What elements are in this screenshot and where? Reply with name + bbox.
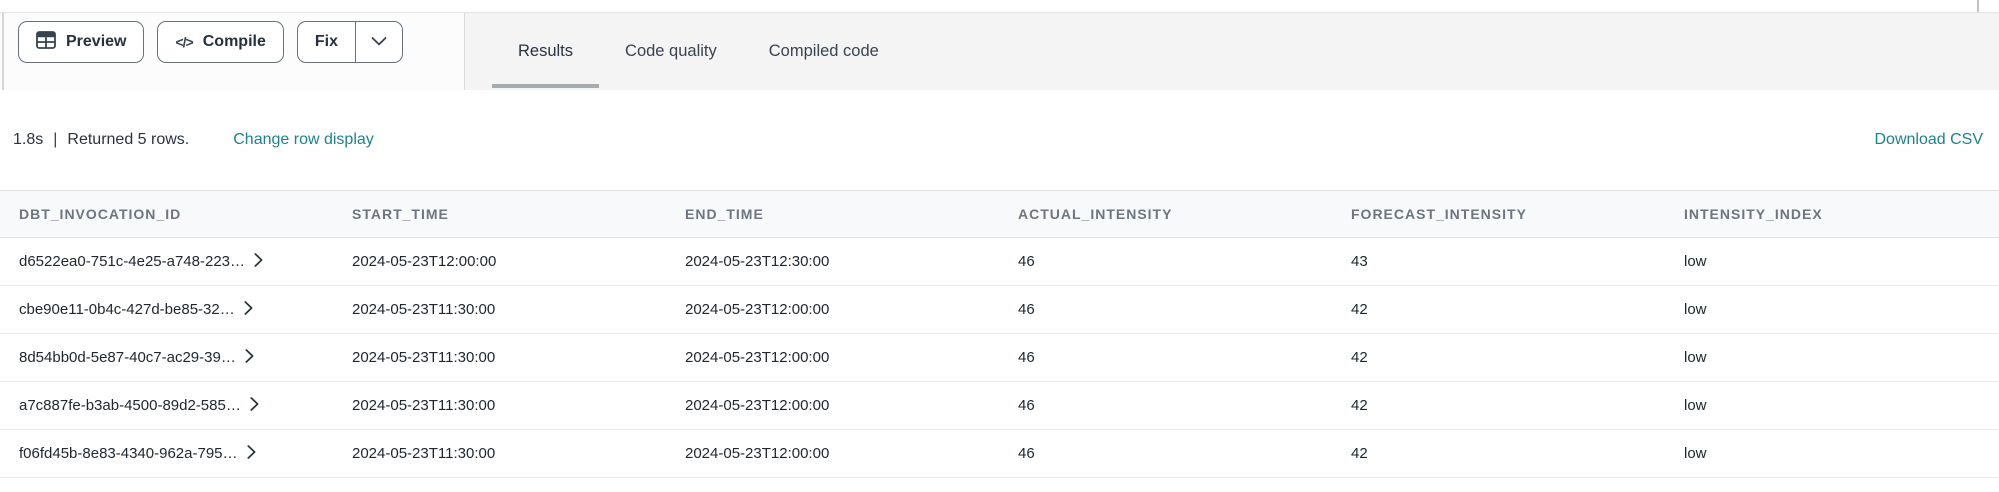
cell-forecast_intensity: 42	[1332, 285, 1665, 334]
preview-button[interactable]: Preview	[18, 21, 145, 63]
table-header-row: DBT_INVOCATION_ID START_TIME END_TIME ACTUA…	[0, 190, 1999, 238]
table-body: d6522ea0-751c-4e25-a748-223… 2024-05-23T1…	[0, 237, 1999, 478]
chevron-right-icon	[254, 252, 263, 271]
fix-button[interactable]: Fix	[298, 22, 355, 62]
compile-button-label: Compile	[202, 33, 266, 50]
table-row: f06fd45b-8e83-4340-962a-795… 2024-05-23T1…	[0, 429, 1999, 478]
query-duration: 1.8s	[13, 131, 44, 148]
table-row: cbe90e11-0b4c-427d-be85-32… 2024-05-23T11…	[0, 285, 1999, 334]
pane-divider	[1977, 0, 1979, 12]
table-row: a7c887fe-b3ab-4500-89d2-585… 2024-05-23T1…	[0, 381, 1999, 430]
change-row-display-link[interactable]: Change row display	[233, 131, 374, 148]
cell-end_time: 2024-05-23T12:00:00	[666, 429, 999, 478]
cell-end_time: 2024-05-23T12:00:00	[666, 381, 999, 430]
results-table: DBT_INVOCATION_ID START_TIME END_TIME ACTUA…	[0, 190, 1999, 478]
fix-dropdown-button[interactable]	[354, 22, 402, 62]
chevron-right-icon	[246, 444, 256, 463]
column-header-dbt_invocation_id: DBT_INVOCATION_ID	[0, 190, 333, 238]
cell-start_time: 2024-05-23T11:30:00	[333, 285, 666, 334]
download-csv-link[interactable]: Download CSV	[1874, 131, 1984, 148]
cell-actual_intensity: 46	[999, 429, 1332, 478]
tab-results[interactable]: Results	[492, 13, 600, 90]
chevron-down-icon	[371, 33, 387, 51]
cell-dbt_invocation_id: d6522ea0-751c-4e25-a748-223…	[0, 237, 333, 286]
tab-code-quality[interactable]: Code quality	[625, 42, 717, 60]
fix-button-label: Fix	[314, 33, 338, 50]
column-header-start_time: START_TIME	[333, 190, 666, 238]
cell-end_time: 2024-05-23T12:30:00	[666, 237, 999, 286]
invocation-id-text: d6522ea0-751c-4e25-a748-223…	[19, 253, 246, 270]
expand-row-control[interactable]: f06fd45b-8e83-4340-962a-795…	[19, 444, 256, 463]
preview-button-label: Preview	[66, 33, 127, 50]
chevron-right-icon	[250, 396, 259, 415]
expand-row-control[interactable]: a7c887fe-b3ab-4500-89d2-585…	[19, 396, 259, 415]
cell-intensity_index: low	[1665, 237, 1999, 286]
table-row: d6522ea0-751c-4e25-a748-223… 2024-05-23T1…	[0, 237, 1999, 286]
cell-end_time: 2024-05-23T12:00:00	[666, 333, 999, 382]
toolbar-buttons: Preview </> Compile Fix	[0, 13, 465, 90]
status-bar: 1.8s | Returned 5 rows. Change row displ…	[0, 90, 1999, 190]
column-header-intensity_index: INTENSITY_INDEX	[1665, 190, 1999, 238]
expand-row-control[interactable]: cbe90e11-0b4c-427d-be85-32…	[19, 300, 253, 319]
cell-start_time: 2024-05-23T11:30:00	[333, 333, 666, 382]
row-count-message: Returned 5 rows.	[67, 131, 190, 148]
cell-actual_intensity: 46	[999, 333, 1332, 382]
invocation-id-text: cbe90e11-0b4c-427d-be85-32…	[19, 301, 235, 318]
cell-start_time: 2024-05-23T11:30:00	[333, 429, 666, 478]
chevron-right-icon	[244, 300, 253, 319]
cell-dbt_invocation_id: f06fd45b-8e83-4340-962a-795…	[0, 429, 333, 478]
compile-button[interactable]: </> Compile	[157, 21, 284, 63]
cell-dbt_invocation_id: cbe90e11-0b4c-427d-be85-32…	[0, 285, 333, 334]
cell-actual_intensity: 46	[999, 237, 1332, 286]
cell-intensity_index: low	[1665, 285, 1999, 334]
cell-intensity_index: low	[1665, 333, 1999, 382]
table-grid-icon	[36, 30, 56, 54]
column-header-forecast_intensity: FORECAST_INTENSITY	[1332, 190, 1665, 238]
cell-intensity_index: low	[1665, 381, 1999, 430]
cell-intensity_index: low	[1665, 429, 1999, 478]
cell-forecast_intensity: 42	[1332, 381, 1665, 430]
results-tabs: Results Code quality Compiled code	[465, 13, 1999, 90]
cell-start_time: 2024-05-23T11:30:00	[333, 381, 666, 430]
table-row: 8d54bb0d-5e87-40c7-ac29-39… 2024-05-23T11…	[0, 333, 1999, 382]
invocation-id-text: a7c887fe-b3ab-4500-89d2-585…	[19, 397, 241, 414]
invocation-id-text: 8d54bb0d-5e87-40c7-ac29-39…	[19, 349, 236, 366]
expand-row-control[interactable]: 8d54bb0d-5e87-40c7-ac29-39…	[19, 348, 254, 367]
cell-end_time: 2024-05-23T12:00:00	[666, 285, 999, 334]
fix-split-button: Fix	[296, 21, 403, 63]
column-header-actual_intensity: ACTUAL_INTENSITY	[999, 190, 1332, 238]
toolbar: Preview </> Compile Fix Results	[0, 12, 1999, 90]
cell-dbt_invocation_id: a7c887fe-b3ab-4500-89d2-585…	[0, 381, 333, 430]
cell-start_time: 2024-05-23T12:00:00	[333, 237, 666, 286]
expand-row-control[interactable]: d6522ea0-751c-4e25-a748-223…	[19, 252, 263, 271]
top-strip	[0, 0, 1999, 12]
chevron-right-icon	[245, 348, 254, 367]
cell-dbt_invocation_id: 8d54bb0d-5e87-40c7-ac29-39…	[0, 333, 333, 382]
cell-actual_intensity: 46	[999, 285, 1332, 334]
column-header-end_time: END_TIME	[666, 190, 999, 238]
cell-actual_intensity: 46	[999, 381, 1332, 430]
cell-forecast_intensity: 43	[1332, 237, 1665, 286]
code-brackets-icon: </>	[175, 34, 193, 50]
cell-forecast_intensity: 42	[1332, 333, 1665, 382]
cell-forecast_intensity: 42	[1332, 429, 1665, 478]
tab-compiled-code[interactable]: Compiled code	[768, 42, 879, 60]
status-separator: |	[53, 131, 58, 148]
invocation-id-text: f06fd45b-8e83-4340-962a-795…	[19, 445, 238, 462]
